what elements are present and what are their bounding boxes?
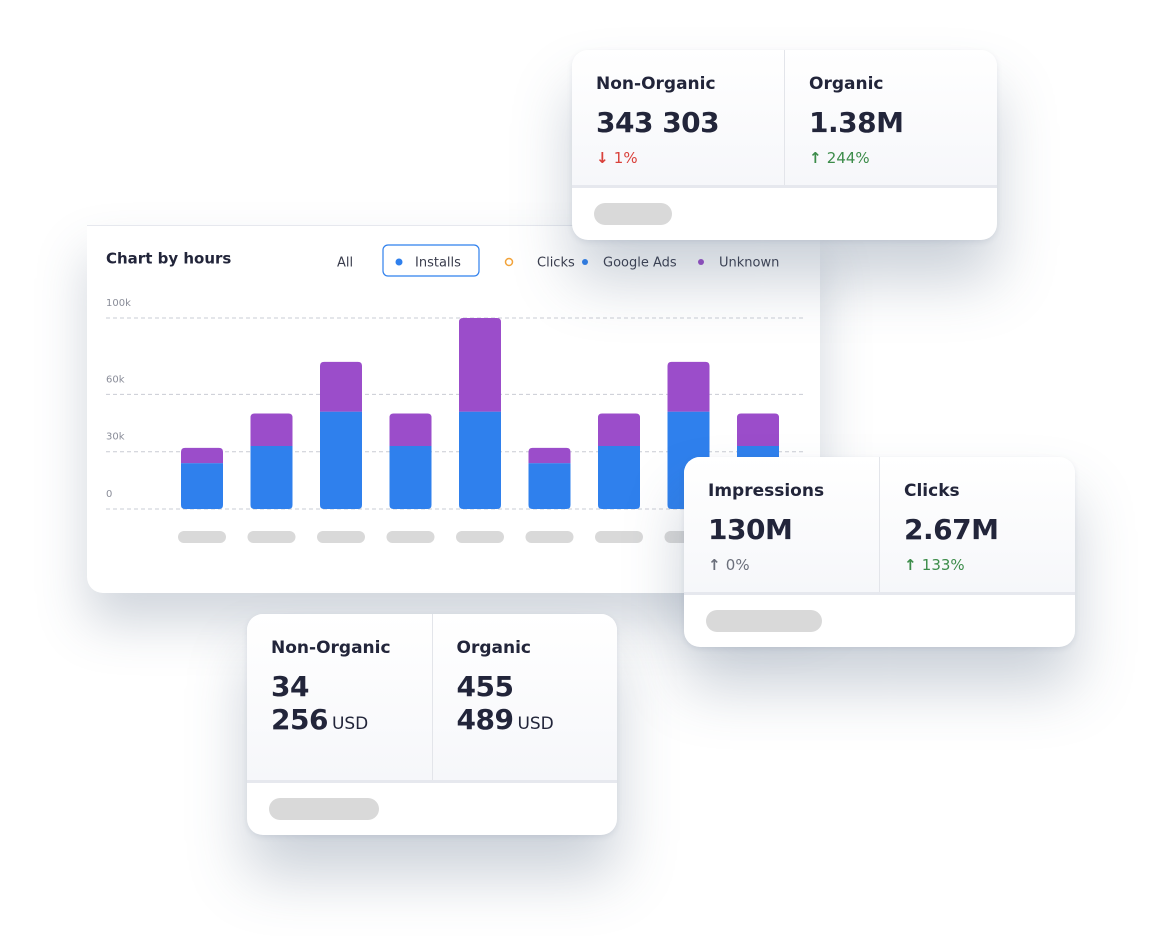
metric-row: Impressions 130M 0% Clicks 2.67M 133% bbox=[684, 457, 1075, 595]
metric: Impressions 130M 0% bbox=[684, 457, 879, 592]
bar-segment bbox=[459, 411, 501, 509]
bar-segment bbox=[320, 411, 362, 509]
bar-segment bbox=[459, 318, 501, 412]
x-label-placeholder bbox=[456, 531, 504, 543]
placeholder bbox=[269, 798, 379, 820]
bar-segment bbox=[389, 413, 432, 446]
bar-segment bbox=[250, 413, 293, 446]
metric: Organic 455 489 USD bbox=[431, 614, 618, 780]
metric-number: 2.67M bbox=[904, 513, 999, 546]
metric-number: 34 256 bbox=[271, 670, 328, 736]
metric-value: 343 303 bbox=[596, 106, 760, 139]
metric-card: Non-Organic 34 256 USD Organic 455 489 USD bbox=[247, 614, 617, 835]
y-tick-label: 60k bbox=[106, 374, 125, 385]
legend-dot bbox=[582, 259, 588, 265]
legend-dot bbox=[504, 257, 514, 267]
metric-unit: USD bbox=[517, 714, 554, 734]
bar-segment bbox=[528, 463, 571, 509]
metric-row: Non-Organic 34 256 USD Organic 455 489 USD bbox=[247, 614, 617, 783]
legend-label[interactable]: Installs bbox=[415, 256, 461, 271]
metric-number: 1.38M bbox=[809, 106, 904, 139]
placeholder bbox=[706, 610, 822, 632]
metric-value: 130M bbox=[708, 513, 855, 546]
metric-unit: USD bbox=[331, 714, 369, 734]
filter-button[interactable] bbox=[382, 244, 480, 277]
bar-segment bbox=[737, 413, 779, 446]
bar-segment bbox=[389, 445, 432, 509]
x-label-placeholder bbox=[178, 531, 226, 543]
legend-label[interactable]: Clicks bbox=[537, 256, 575, 271]
chart: Chart by hours All Installs Clicks Google A… bbox=[106, 244, 803, 543]
metric-number: 343 303 bbox=[596, 106, 720, 139]
metric-number: 455 489 bbox=[456, 670, 514, 736]
legend-label[interactable]: Google Ads bbox=[603, 256, 677, 271]
y-tick-label: 30k bbox=[106, 432, 125, 443]
metric-card: Non-Organic 343 303 1% Organic 1.38M 244% bbox=[572, 50, 997, 240]
metric-change: 133% bbox=[904, 556, 1051, 574]
x-label-placeholder bbox=[525, 531, 574, 543]
x-label-placeholder bbox=[386, 531, 435, 543]
bar-segment bbox=[528, 447, 571, 464]
bar-segment bbox=[598, 445, 640, 509]
metric-label: Non-Organic bbox=[271, 638, 391, 658]
legend-dot bbox=[395, 258, 403, 266]
metric-number: 130M bbox=[708, 513, 793, 546]
metric-change: 0% bbox=[708, 556, 855, 574]
legend-label[interactable]: All bbox=[337, 256, 353, 271]
metric-change: 1% bbox=[596, 149, 760, 167]
bar-segment bbox=[250, 445, 293, 509]
metric-value: 34 256 USD bbox=[271, 670, 408, 736]
metric: Non-Organic 343 303 1% bbox=[572, 50, 784, 185]
chart-title: Chart by hours bbox=[106, 250, 231, 268]
metric-label: Organic bbox=[456, 638, 531, 658]
y-tick-label: 0 bbox=[106, 489, 112, 500]
metric-label: Organic bbox=[809, 74, 884, 94]
y-tick-label: 100k bbox=[106, 298, 131, 309]
x-label-placeholder bbox=[247, 531, 296, 543]
x-label-placeholder bbox=[595, 531, 643, 543]
metric-label: Non-Organic bbox=[596, 74, 716, 94]
bar-segment bbox=[181, 463, 223, 509]
metric-value: 455 489 USD bbox=[457, 670, 594, 736]
metric: Non-Organic 34 256 USD bbox=[247, 614, 432, 780]
bar-segment bbox=[181, 447, 223, 464]
metric-value: 1.38M bbox=[809, 106, 973, 139]
chart-card: Chart by hours All Installs Clicks Google A… bbox=[87, 225, 820, 593]
bar-segment bbox=[320, 361, 362, 412]
metric-row: Non-Organic 343 303 1% Organic 1.38M 244% bbox=[572, 50, 997, 188]
card-footer bbox=[572, 188, 997, 240]
metric: Organic 1.38M 244% bbox=[784, 50, 997, 185]
metric-label: Impressions bbox=[708, 481, 825, 501]
metric-label: Clicks bbox=[904, 481, 960, 501]
metric: Clicks 2.67M 133% bbox=[879, 457, 1075, 592]
metric-change: 244% bbox=[809, 149, 973, 167]
bar-segment bbox=[667, 361, 710, 412]
x-label-placeholder bbox=[317, 531, 365, 543]
bar-segment bbox=[598, 413, 640, 446]
card-footer bbox=[247, 783, 617, 835]
legend-dot bbox=[698, 259, 704, 265]
legend-label[interactable]: Unknown bbox=[719, 256, 779, 271]
metric-value: 2.67M bbox=[904, 513, 1051, 546]
metric-card: Impressions 130M 0% Clicks 2.67M 133% bbox=[684, 457, 1075, 647]
placeholder bbox=[594, 203, 672, 225]
card-footer bbox=[684, 595, 1075, 647]
